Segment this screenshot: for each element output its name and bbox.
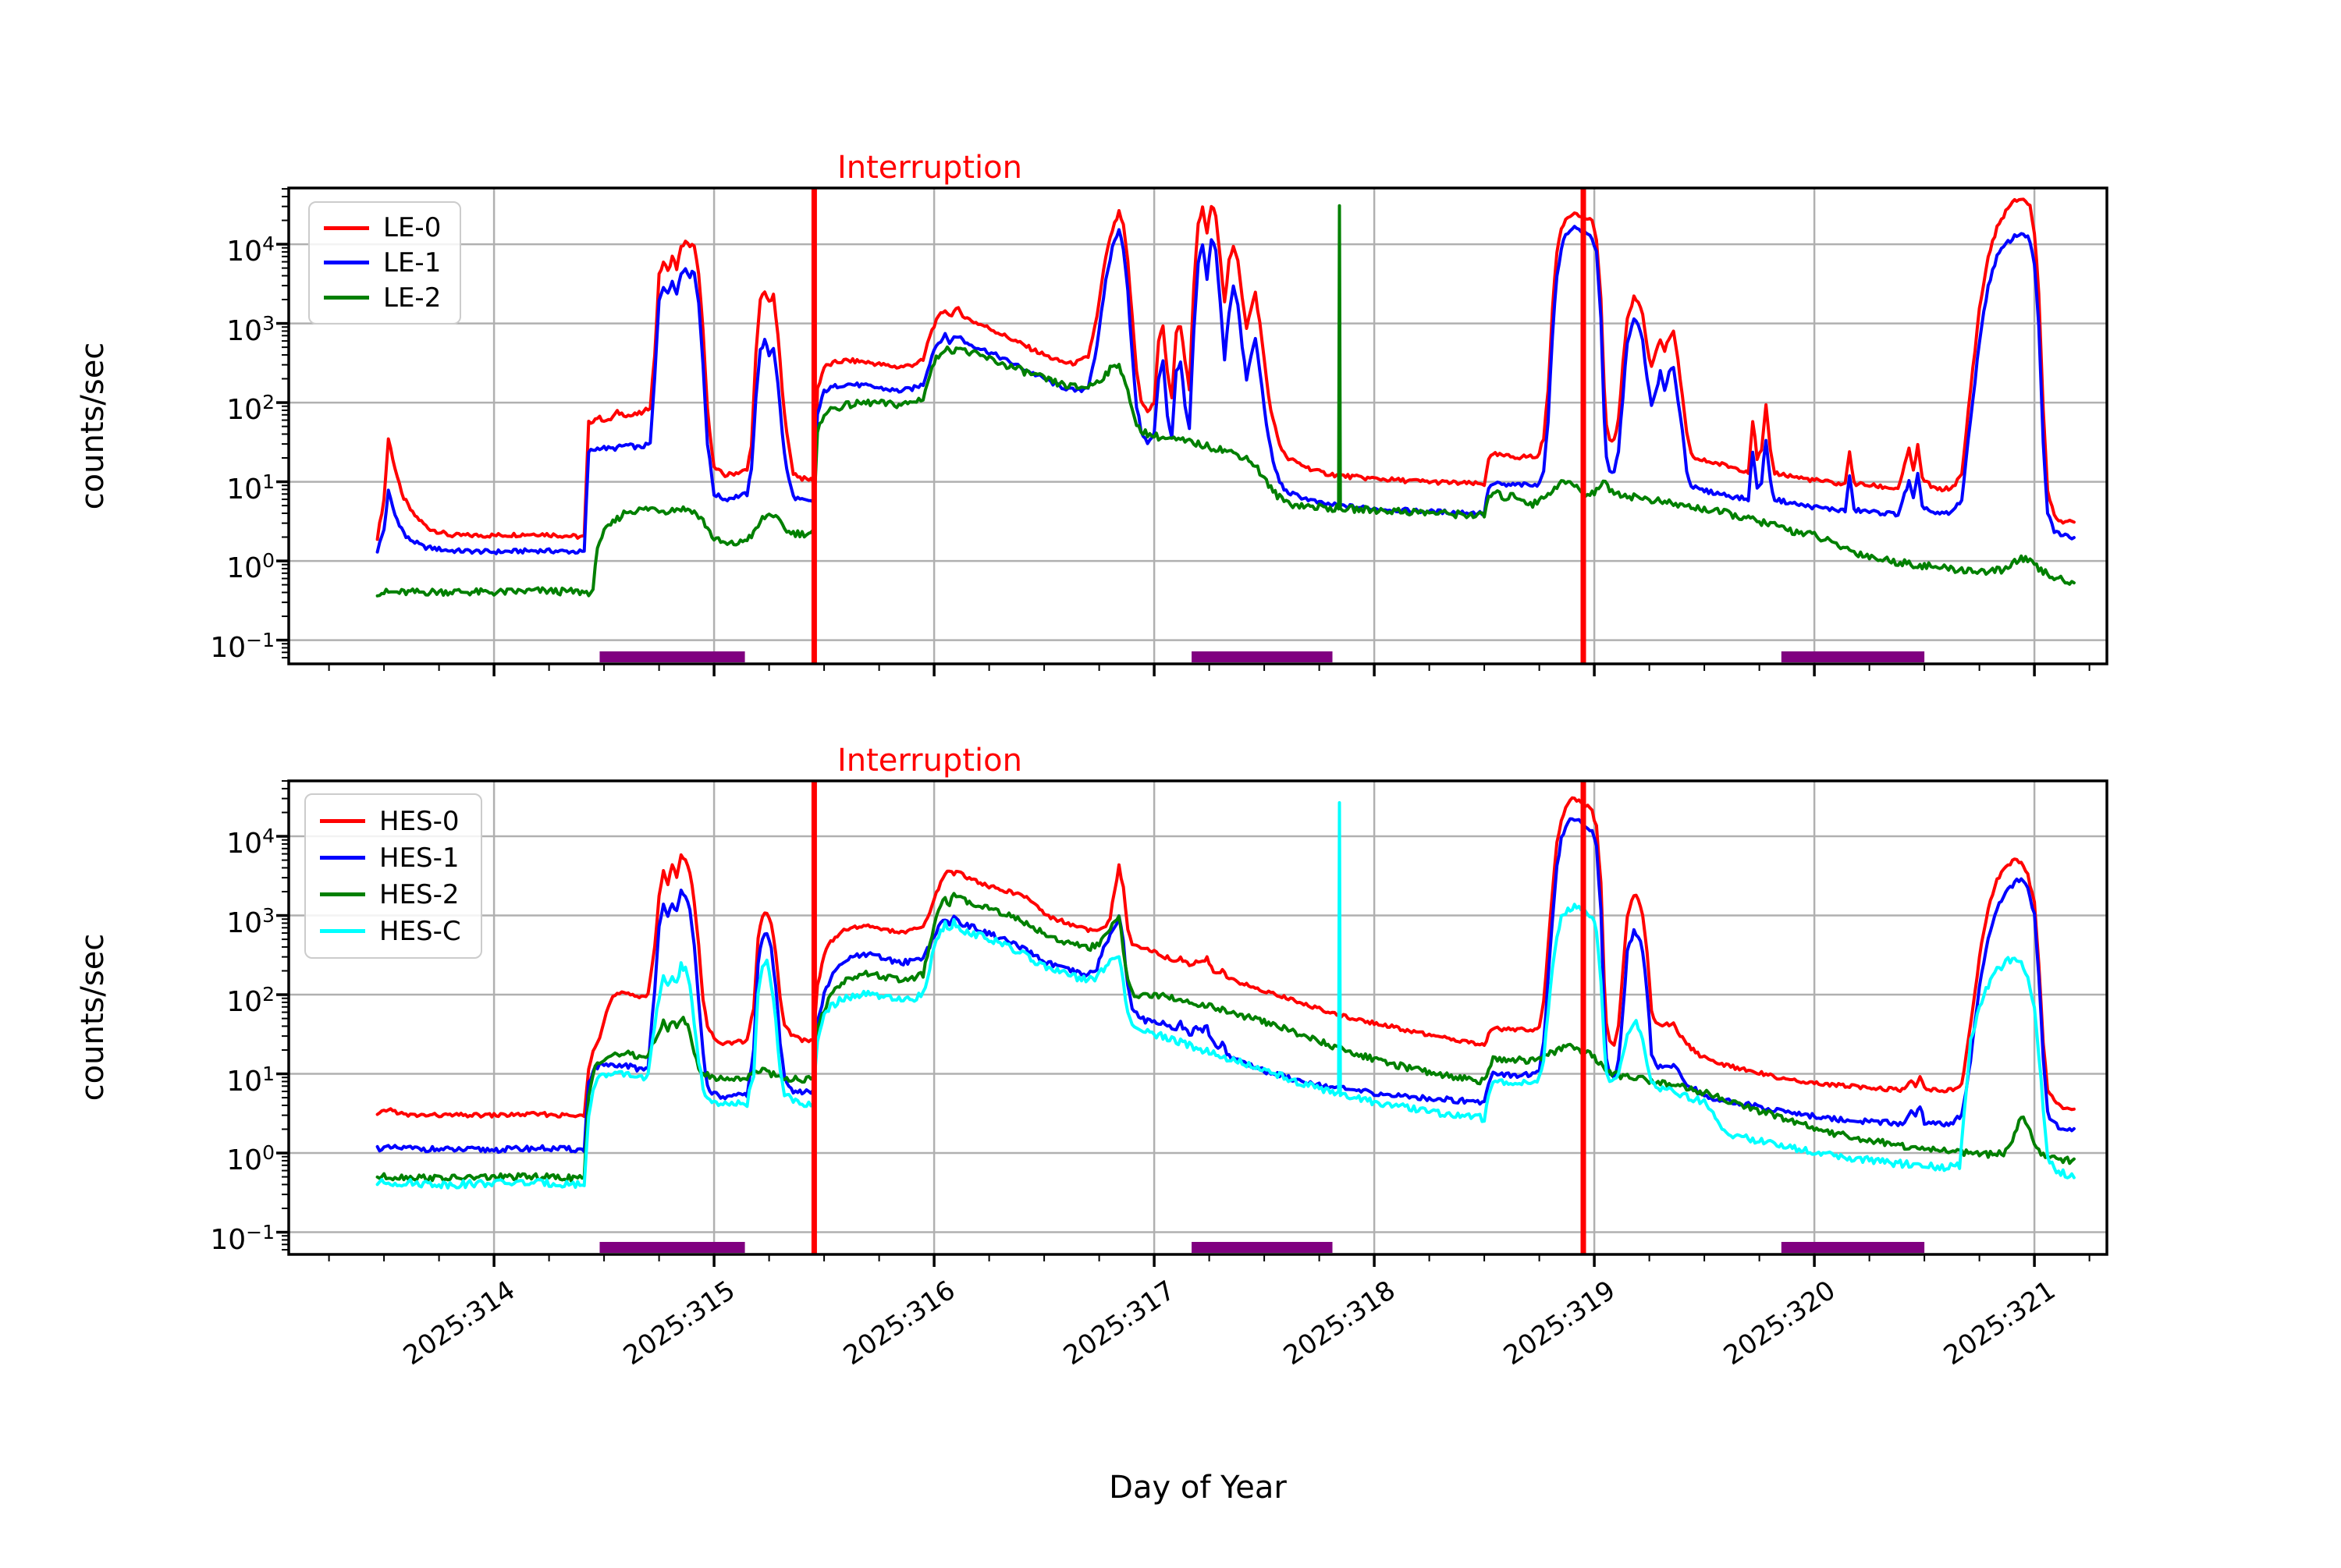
legend-label: HES-2: [379, 878, 460, 910]
series-LE-2: [375, 204, 2076, 598]
legend-line-sample: [320, 892, 365, 896]
ticks: [276, 780, 2091, 1267]
legend-item-LE-0: LE-0: [324, 212, 446, 243]
series-HES-2: [375, 892, 2076, 1183]
legend-line-sample: [320, 929, 365, 933]
observation-bars: [599, 651, 1925, 662]
legend-line-sample: [324, 296, 369, 300]
observation-bars: [599, 1242, 1925, 1253]
y-tick-label: 102: [226, 983, 275, 1019]
legend-item-HES-2: HES-2: [320, 879, 467, 910]
grid: [289, 781, 2107, 1254]
y-tick-label: 102: [226, 391, 275, 427]
ticks: [276, 188, 2091, 676]
legend-label: LE-1: [383, 247, 442, 278]
top-chart: [276, 186, 2108, 676]
y-tick-label: 104: [226, 232, 275, 268]
bottom-y-axis-label: counts/sec: [75, 933, 111, 1102]
y-tick-label: 103: [226, 311, 275, 347]
y-tick-label: 103: [226, 903, 275, 939]
observation-bar: [1192, 1242, 1333, 1253]
legend-item-HES-0: HES-0: [320, 806, 467, 837]
y-tick-label: 100: [226, 549, 275, 585]
top-legend: LE-0 LE-1 LE-2: [308, 201, 461, 325]
bottom-chart: [276, 779, 2108, 1267]
legend-line-sample: [320, 819, 365, 823]
observation-bar: [1192, 651, 1333, 662]
observation-bar: [599, 1242, 745, 1253]
series-HES-0: [375, 796, 2076, 1119]
observation-bar: [1781, 1242, 1925, 1253]
observation-bar: [599, 651, 745, 662]
legend-item-HES-1: HES-1: [320, 843, 467, 874]
legend-label: LE-0: [383, 212, 442, 244]
bottom-legend: HES-0 HES-1 HES-2 HES-C: [304, 793, 482, 959]
y-tick-label: 10−1: [210, 1220, 275, 1256]
top-y-axis-label: counts/sec: [75, 342, 111, 510]
legend-item-HES-C: HES-C: [320, 916, 467, 947]
y-tick-label: 10−1: [210, 628, 275, 664]
observation-bar: [1781, 651, 1925, 662]
y-tick-label: 101: [226, 1062, 275, 1098]
y-tick-label: 101: [226, 470, 275, 506]
legend-line-sample: [324, 225, 369, 230]
y-tick-label: 100: [226, 1141, 275, 1177]
legend-item-LE-1: LE-1: [324, 247, 446, 278]
legend-label: HES-1: [379, 842, 460, 874]
series-LE-1: [375, 225, 2076, 555]
legend-label: HES-0: [379, 805, 460, 837]
axes-frame: [287, 779, 2108, 1256]
legend-label: HES-C: [379, 915, 461, 947]
legend-line-sample: [324, 261, 369, 265]
top-chart-title: Interruption: [837, 150, 1022, 186]
bottom-chart-title: Interruption: [837, 743, 1022, 779]
x-axis-label: Day of Year: [1109, 1470, 1287, 1506]
y-tick-label: 104: [226, 825, 275, 860]
legend-label: LE-2: [383, 282, 442, 314]
legend-item-LE-2: LE-2: [324, 282, 446, 314]
legend-line-sample: [320, 856, 365, 860]
series-HES-1: [375, 817, 2076, 1155]
series-HES-C: [375, 801, 2076, 1190]
series-LE-0: [375, 197, 2076, 541]
